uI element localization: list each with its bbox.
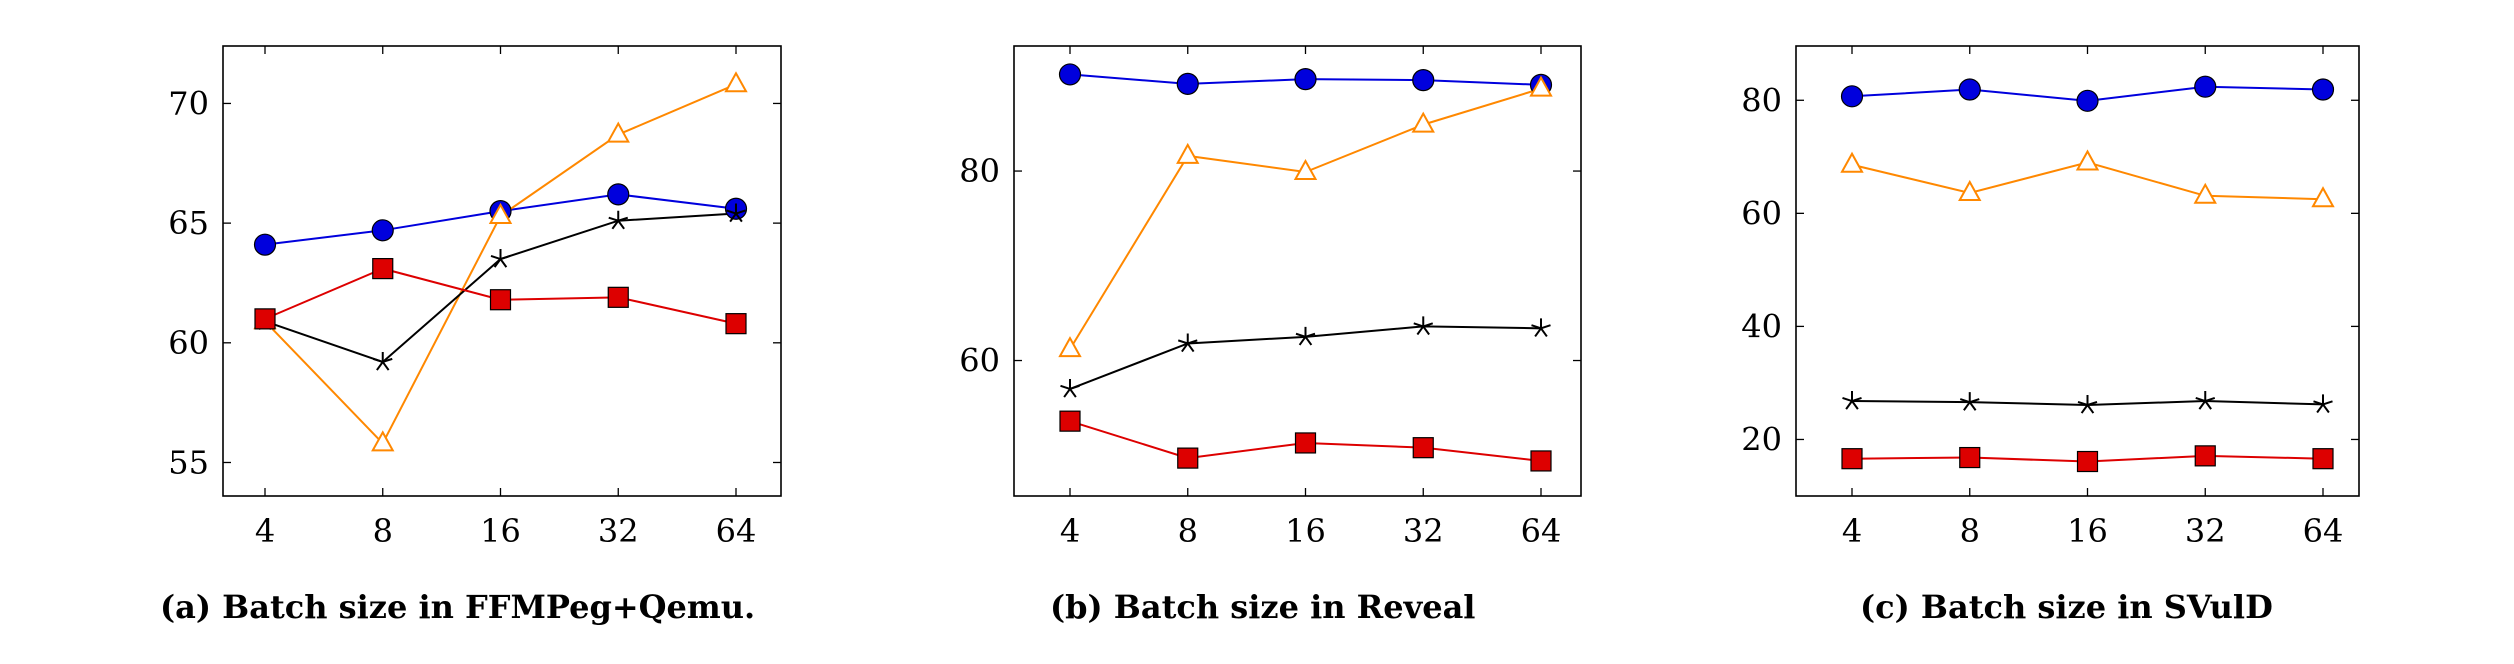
triangle-marker bbox=[2311, 186, 2335, 208]
x-tick-label: 16 bbox=[480, 512, 521, 550]
plot-frame bbox=[222, 45, 782, 497]
x-tick-label: 16 bbox=[1285, 512, 1326, 550]
triangle-marker bbox=[1293, 158, 1318, 180]
x-tick-label: 8 bbox=[373, 512, 393, 550]
y-tick-label: 70 bbox=[168, 84, 209, 122]
triangle-marker bbox=[724, 71, 748, 93]
triangle-marker bbox=[606, 121, 630, 143]
triangle-marker bbox=[1058, 336, 1082, 358]
x-tick-label: 8 bbox=[1178, 512, 1198, 550]
square-marker bbox=[372, 258, 394, 280]
star-marker bbox=[1531, 318, 1551, 337]
square-marker bbox=[2312, 448, 2334, 470]
triangle-marker bbox=[371, 430, 395, 452]
square-marker bbox=[1177, 447, 1199, 469]
chart-panel-svuld: 4 8 16 32 64 20 40 60 80 bbox=[1741, 45, 2360, 550]
star-marker bbox=[2077, 394, 2098, 414]
square-marker bbox=[1959, 446, 1981, 469]
star-marker bbox=[1842, 391, 1862, 410]
series-line-triangle bbox=[264, 83, 737, 446]
series-line-triangle bbox=[1069, 87, 1542, 350]
triangle-marker bbox=[2075, 149, 2100, 171]
y-tick-label: 60 bbox=[1741, 194, 1782, 232]
circle-marker bbox=[1840, 85, 1864, 108]
triangle-marker bbox=[1958, 179, 1982, 201]
triangle-marker bbox=[1840, 151, 1864, 173]
circle-marker bbox=[1412, 69, 1435, 92]
circle-marker bbox=[2194, 75, 2217, 98]
square-marker bbox=[254, 308, 276, 330]
caption-b: (b) Batch size in Reveal bbox=[1050, 588, 1476, 626]
circle-marker bbox=[1176, 72, 1199, 95]
x-tick-label: 4 bbox=[255, 512, 275, 550]
caption-a: (a) Batch size in FFMPeg+Qemu. bbox=[160, 588, 756, 626]
star-marker bbox=[1060, 378, 1080, 398]
star-marker bbox=[490, 249, 511, 268]
star-marker bbox=[372, 351, 393, 371]
star-marker bbox=[1177, 333, 1198, 353]
square-marker bbox=[607, 286, 629, 308]
square-marker bbox=[1412, 437, 1434, 459]
x-tick-label: 16 bbox=[2067, 512, 2108, 550]
triangle-marker bbox=[1176, 142, 1200, 164]
plot-frame bbox=[1795, 45, 2360, 497]
x-tick-label: 64 bbox=[2303, 512, 2344, 550]
x-tick-label: 64 bbox=[716, 512, 757, 550]
triangle-marker bbox=[2193, 182, 2217, 204]
x-tick-label: 8 bbox=[1960, 512, 1980, 550]
y-tick-label: 55 bbox=[168, 443, 209, 481]
x-tick-label: 4 bbox=[1060, 512, 1080, 550]
x-tick-label: 32 bbox=[1403, 512, 1444, 550]
y-tick-label: 60 bbox=[959, 342, 1000, 380]
y-tick-label: 20 bbox=[1741, 420, 1782, 458]
circle-marker bbox=[1958, 78, 1981, 101]
star-marker bbox=[2195, 391, 2216, 410]
square-marker bbox=[1294, 432, 1317, 454]
square-marker bbox=[1059, 410, 1081, 432]
plot-frame bbox=[1013, 45, 1582, 497]
x-tick-label: 64 bbox=[1521, 512, 1562, 550]
star-marker bbox=[1959, 392, 1980, 411]
y-tick-label: 65 bbox=[168, 204, 209, 242]
x-tick-label: 4 bbox=[1842, 512, 1862, 550]
triangle-marker bbox=[1411, 111, 1435, 133]
circle-marker bbox=[607, 183, 630, 206]
caption-c: (c) Batch size in SVulD bbox=[1860, 588, 2273, 626]
circle-marker bbox=[2311, 78, 2335, 101]
chart-panel-reveal: 4 8 16 32 64 60 80 bbox=[959, 45, 1582, 550]
y-tick-label: 60 bbox=[168, 324, 209, 362]
y-tick-label: 80 bbox=[959, 152, 1000, 190]
circle-marker bbox=[371, 219, 394, 242]
star-marker bbox=[726, 203, 746, 223]
y-tick-label: 80 bbox=[1741, 81, 1782, 119]
circle-marker bbox=[1294, 68, 1317, 91]
square-marker bbox=[489, 289, 512, 311]
square-marker bbox=[1841, 448, 1863, 470]
square-marker bbox=[725, 313, 747, 335]
square-marker bbox=[1530, 450, 1552, 472]
triangle-marker bbox=[488, 202, 513, 224]
x-tick-label: 32 bbox=[2185, 512, 2226, 550]
star-marker bbox=[2313, 394, 2333, 414]
y-tick-label: 40 bbox=[1741, 307, 1782, 345]
x-tick-label: 32 bbox=[598, 512, 639, 550]
square-marker bbox=[2194, 445, 2216, 467]
circle-marker bbox=[2076, 89, 2099, 112]
triangle-marker bbox=[1529, 75, 1553, 97]
star-marker bbox=[608, 210, 629, 230]
circle-marker bbox=[253, 233, 277, 256]
circle-marker bbox=[1058, 63, 1082, 86]
star-marker bbox=[1413, 316, 1434, 336]
chart-panel-ffmpeg-qemu: 4 8 16 32 64 55 60 65 70 bbox=[168, 45, 782, 550]
square-marker bbox=[2076, 450, 2099, 473]
star-marker bbox=[1295, 326, 1316, 346]
